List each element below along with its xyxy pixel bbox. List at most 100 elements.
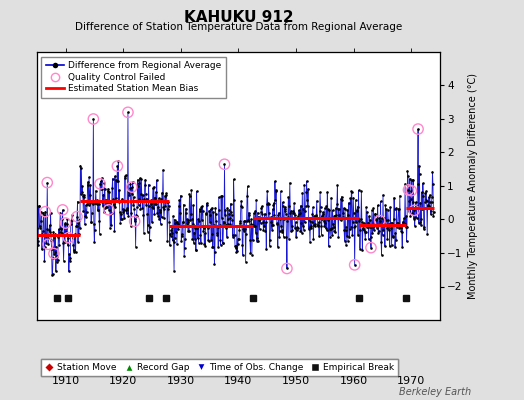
Point	[34, 238, 42, 244]
Point	[221, 212, 229, 218]
Point	[275, 210, 283, 216]
Point	[283, 217, 291, 224]
Point	[202, 210, 211, 216]
Point	[318, 232, 326, 238]
Point	[163, 238, 171, 244]
Point	[265, 201, 273, 208]
Point	[260, 215, 268, 221]
Point	[205, 212, 214, 218]
Point	[413, 181, 422, 188]
Point	[342, 242, 350, 248]
Point	[202, 200, 211, 206]
Point	[101, 205, 110, 211]
Point	[268, 226, 276, 233]
Point	[397, 225, 405, 231]
Point	[302, 178, 311, 184]
Point	[312, 198, 321, 204]
Point	[422, 198, 431, 204]
Point	[345, 234, 354, 240]
Point	[145, 237, 154, 243]
Point	[421, 190, 430, 196]
Point	[231, 245, 239, 252]
Point	[392, 236, 400, 243]
Point	[358, 247, 366, 254]
Point	[367, 244, 375, 251]
Point	[283, 265, 291, 272]
Point	[225, 206, 233, 213]
Point	[146, 201, 155, 207]
Point	[345, 200, 353, 206]
Point	[138, 196, 146, 203]
Point	[96, 181, 104, 187]
Point	[266, 237, 274, 243]
Point	[52, 268, 60, 274]
Point	[108, 176, 117, 182]
Point	[428, 194, 436, 200]
Point	[224, 221, 232, 227]
Point	[355, 216, 363, 222]
Point	[129, 202, 137, 208]
Point	[400, 222, 408, 228]
Point	[401, 180, 409, 187]
Text: Difference of Station Temperature Data from Regional Average: Difference of Station Temperature Data f…	[75, 22, 402, 32]
Point	[293, 224, 301, 230]
Point	[56, 229, 64, 235]
Point	[63, 220, 71, 227]
Point	[294, 207, 303, 214]
Point	[173, 221, 182, 227]
Point	[321, 220, 330, 227]
Point	[419, 193, 428, 199]
Point	[193, 235, 202, 242]
Point	[388, 234, 397, 240]
Point	[267, 222, 276, 228]
Point	[112, 194, 121, 201]
Point	[243, 217, 251, 224]
Point	[118, 196, 126, 202]
Point	[47, 246, 56, 252]
Point	[290, 212, 299, 218]
Point	[89, 116, 97, 122]
Point	[427, 208, 435, 214]
Point	[51, 249, 59, 255]
Point	[114, 158, 123, 164]
Point	[362, 204, 370, 210]
Point	[170, 216, 179, 223]
Point	[296, 210, 304, 216]
Text: 1970: 1970	[397, 376, 425, 386]
Point	[401, 223, 410, 230]
Point	[383, 236, 391, 242]
Point	[333, 201, 341, 207]
Point	[408, 177, 416, 183]
Point	[253, 238, 261, 244]
Point	[196, 232, 205, 238]
Point	[424, 202, 432, 209]
Point	[122, 206, 130, 213]
Point	[318, 216, 326, 222]
Point	[80, 194, 89, 200]
Point	[179, 219, 188, 226]
Point	[90, 221, 98, 228]
Point	[254, 209, 262, 216]
Point	[325, 226, 334, 232]
Point	[427, 211, 435, 218]
Point	[408, 210, 417, 216]
Point	[163, 205, 172, 212]
Point	[208, 204, 216, 211]
Point	[198, 217, 206, 223]
Point	[60, 221, 69, 228]
Point	[48, 270, 57, 277]
Point	[353, 207, 361, 213]
Point	[279, 233, 288, 240]
Point	[175, 197, 183, 203]
Point	[399, 222, 407, 228]
Point	[411, 214, 419, 220]
Point	[182, 205, 190, 212]
Point	[305, 216, 313, 222]
Point	[143, 196, 151, 202]
Point	[189, 221, 197, 228]
Point	[233, 222, 241, 229]
Point	[149, 185, 157, 191]
Point	[54, 226, 63, 232]
Point	[381, 216, 390, 223]
Point	[57, 225, 65, 231]
